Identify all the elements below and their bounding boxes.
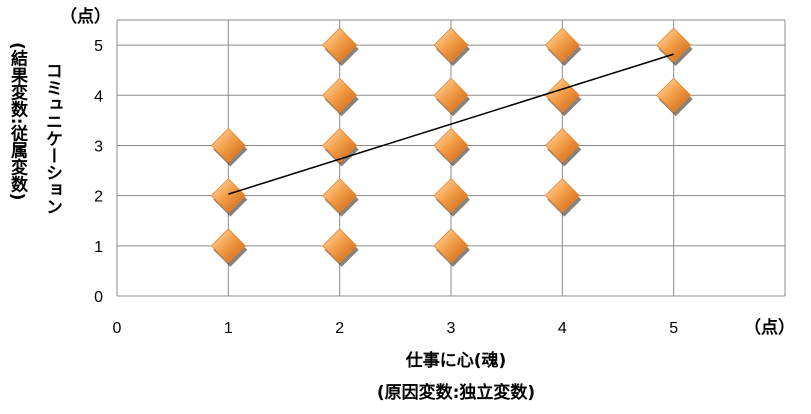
x-unit-label: （点） xyxy=(744,317,795,338)
data-point xyxy=(210,228,248,267)
data-point-marker xyxy=(322,27,358,63)
data-point xyxy=(322,127,359,167)
x-axis-sublabel: (原因変数:独立変数) xyxy=(377,382,535,403)
data-point-marker xyxy=(210,127,246,164)
data-point-marker xyxy=(322,228,358,264)
data-point-marker xyxy=(433,228,469,264)
data-point xyxy=(210,127,248,167)
data-point xyxy=(322,178,359,217)
data-point-marker xyxy=(544,27,580,63)
data-point-marker xyxy=(544,127,580,164)
data-point xyxy=(544,77,582,117)
data-point xyxy=(544,27,582,67)
data-point xyxy=(433,178,470,217)
x-tick-label: 5 xyxy=(669,320,678,337)
data-point-marker xyxy=(322,178,358,214)
x-tick-label: 4 xyxy=(558,320,567,337)
data-point-marker xyxy=(322,77,358,113)
y-tick-label: 3 xyxy=(94,138,103,155)
data-point-marker xyxy=(433,27,469,63)
data-point-marker xyxy=(656,77,692,113)
y-tick-label: 2 xyxy=(94,189,103,206)
data-point-marker xyxy=(210,178,246,214)
trendline-group xyxy=(228,53,674,195)
x-axis-label: 仕事に心(魂) xyxy=(405,350,507,371)
y-tick-label: 4 xyxy=(94,88,103,105)
data-point-marker xyxy=(656,27,692,63)
y-axis-label: コミュニケーション xyxy=(42,62,62,215)
data-point-marker xyxy=(433,178,469,214)
data-point xyxy=(433,228,470,267)
data-point xyxy=(322,27,359,67)
y-tick-label: 0 xyxy=(94,289,103,306)
x-tick-label: 1 xyxy=(224,320,233,337)
x-tick-label: 3 xyxy=(447,320,456,337)
data-point xyxy=(656,27,693,67)
x-tick-label: 0 xyxy=(113,320,122,337)
data-point xyxy=(322,77,359,117)
y-axis-sublabel: (結果変数:従属変数) xyxy=(7,42,27,201)
trendline xyxy=(228,53,674,195)
plot-area xyxy=(116,19,786,297)
y-tick-label: 1 xyxy=(94,239,103,256)
data-point xyxy=(544,178,582,217)
data-point-marker xyxy=(544,77,580,113)
data-point xyxy=(656,77,693,117)
x-tick-label: 2 xyxy=(335,320,344,337)
data-point xyxy=(433,27,470,67)
axes xyxy=(116,20,785,297)
data-point-marker xyxy=(322,127,358,164)
data-point-marker xyxy=(210,228,246,264)
data-point-marker xyxy=(433,127,469,164)
data-point xyxy=(210,178,248,217)
data-point xyxy=(544,127,582,167)
data-point xyxy=(433,127,470,167)
data-points xyxy=(210,27,693,267)
data-point-marker xyxy=(433,77,469,113)
y-tick-label: 5 xyxy=(94,38,103,55)
tick-labels: 0 1 2 3 4 5 0 1 2 3 4 5 xyxy=(94,38,678,337)
data-point-marker xyxy=(544,178,580,214)
data-point xyxy=(322,228,359,267)
data-point xyxy=(433,77,470,117)
y-unit-label: （点） xyxy=(60,6,111,27)
